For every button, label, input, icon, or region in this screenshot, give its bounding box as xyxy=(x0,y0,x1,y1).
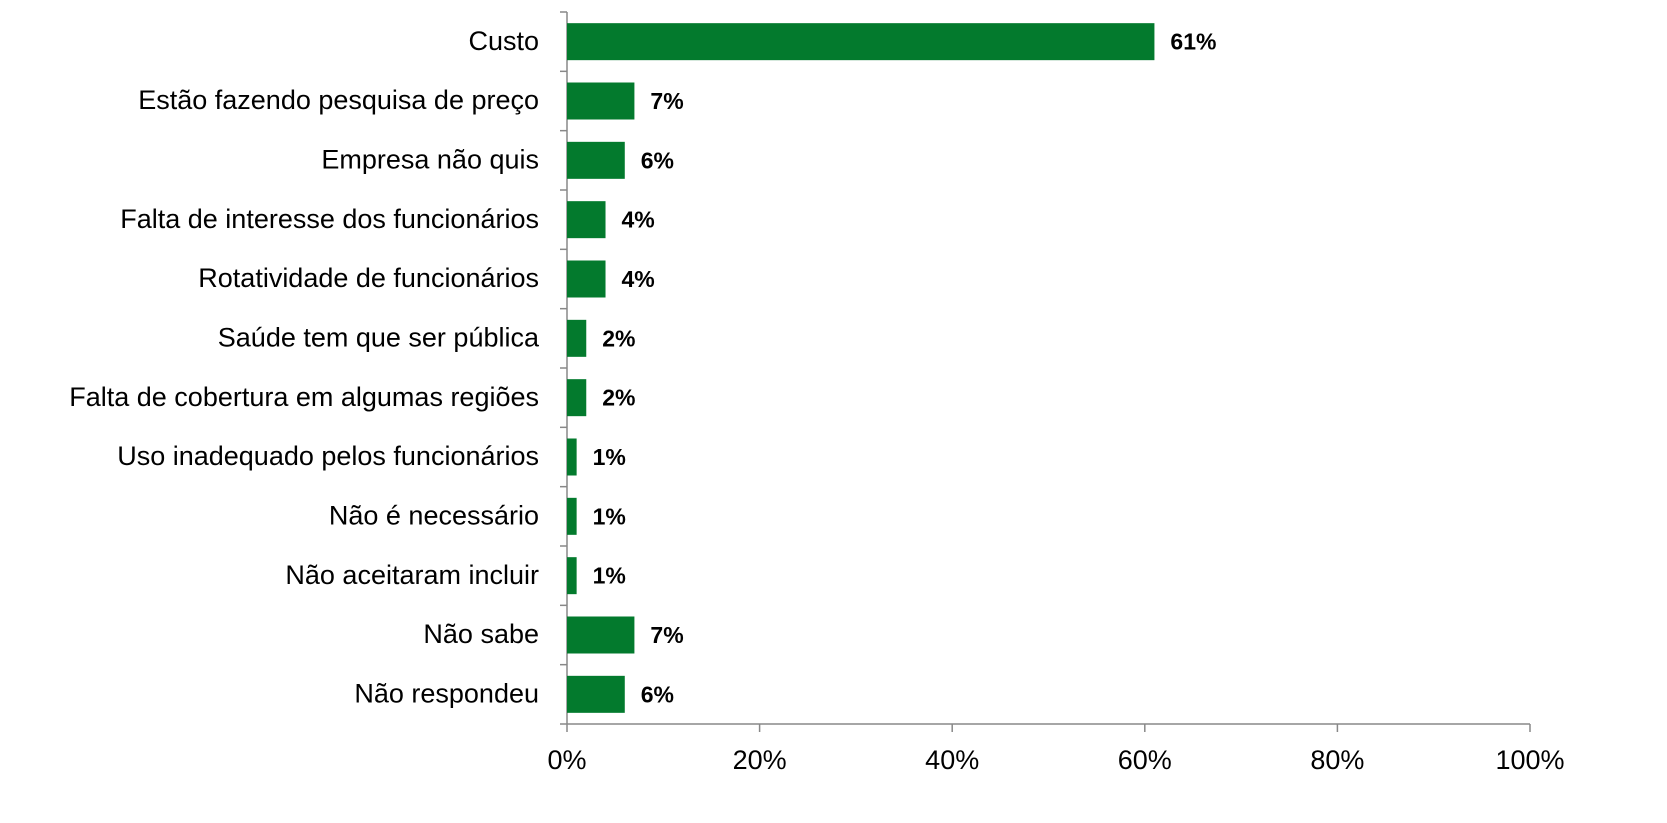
value-label: 1% xyxy=(593,503,626,529)
y-tick-label: Estão fazendo pesquisa de preço xyxy=(138,85,539,115)
bar xyxy=(567,379,587,417)
bar xyxy=(567,141,625,179)
bar xyxy=(567,82,635,120)
bar xyxy=(567,557,577,595)
value-label: 6% xyxy=(641,147,674,173)
y-tick-label: Não sabe xyxy=(423,619,539,649)
x-tick-label: 0% xyxy=(547,745,586,775)
y-tick-label: Não é necessário xyxy=(329,500,539,530)
y-tick-label: Uso inadequado pelos funcionários xyxy=(117,441,539,471)
bar xyxy=(567,260,606,298)
y-tick-label: Custo xyxy=(468,26,539,56)
y-tick-label: Empresa não quis xyxy=(321,144,539,174)
x-tick-label: 100% xyxy=(1495,745,1564,775)
x-tick-label: 20% xyxy=(733,745,787,775)
value-label: 7% xyxy=(650,622,683,648)
value-label: 4% xyxy=(622,207,655,233)
value-label: 1% xyxy=(593,563,626,589)
value-label: 4% xyxy=(622,266,655,292)
y-tick-label: Saúde tem que ser pública xyxy=(218,322,540,352)
bar xyxy=(567,23,1155,61)
y-tick-label: Falta de interesse dos funcionários xyxy=(120,204,539,234)
bar xyxy=(567,201,606,239)
value-label: 1% xyxy=(593,444,626,470)
bar xyxy=(567,438,577,476)
bar xyxy=(567,497,577,535)
value-label: 61% xyxy=(1170,29,1216,55)
bar xyxy=(567,675,625,713)
y-tick-label: Falta de cobertura em algumas regiões xyxy=(69,382,539,412)
bar xyxy=(567,616,635,654)
y-tick-label: Não aceitaram incluir xyxy=(285,560,539,590)
bar xyxy=(567,319,587,357)
value-label: 2% xyxy=(602,325,635,351)
y-tick-label: Não respondeu xyxy=(354,678,539,708)
value-label: 6% xyxy=(641,681,674,707)
x-tick-label: 60% xyxy=(1118,745,1172,775)
x-tick-label: 80% xyxy=(1310,745,1364,775)
x-tick-label: 40% xyxy=(925,745,979,775)
value-label: 7% xyxy=(650,88,683,114)
y-tick-label: Rotatividade de funcionários xyxy=(198,263,539,293)
value-label: 2% xyxy=(602,385,635,411)
